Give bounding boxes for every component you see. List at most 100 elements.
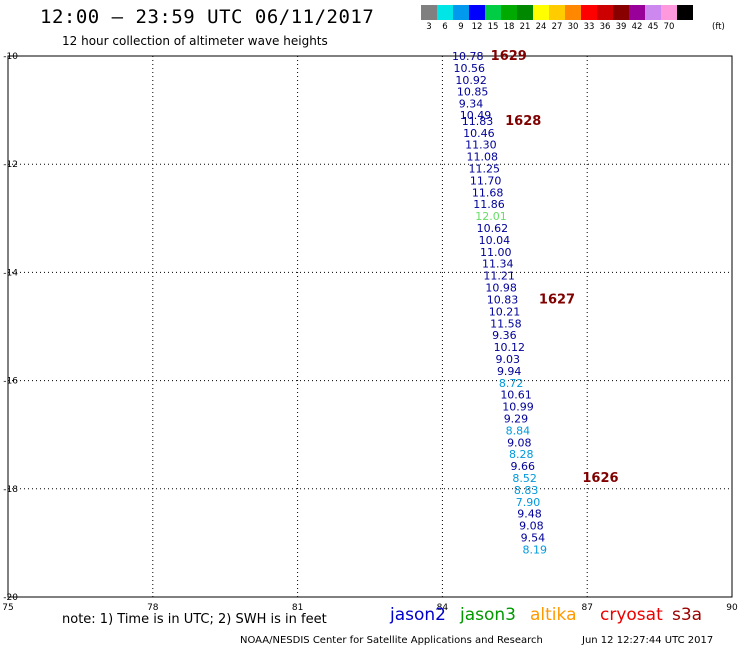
legend-swatch	[501, 5, 517, 20]
x-tick-label: 90	[726, 603, 738, 613]
pass-number-label: 1629	[491, 49, 527, 64]
legend-swatch	[645, 5, 661, 20]
pass-number-label: 1626	[582, 471, 618, 486]
wave-height-label: 11.25	[468, 163, 500, 176]
wave-height-label: 10.78	[452, 50, 484, 63]
wave-height-label: 10.61	[500, 389, 532, 402]
legend-swatch	[629, 5, 645, 20]
legend-tick-label: 12	[471, 22, 483, 32]
wave-height-label: 10.92	[455, 74, 487, 87]
wave-height-label: 9.66	[510, 460, 535, 473]
wave-height-label: 9.34	[459, 98, 484, 111]
chart-subtitle: 12 hour collection of altimeter wave hei…	[62, 34, 328, 48]
y-tick-label: -12	[3, 160, 18, 170]
wave-height-label: 11.00	[480, 246, 512, 259]
wave-height-label: 11.08	[467, 151, 499, 164]
legend-tick-label: 9	[458, 22, 464, 32]
wave-height-label: 11.21	[483, 270, 514, 283]
wave-height-label: 10.04	[479, 234, 511, 247]
wave-height-label: 11.30	[465, 139, 497, 152]
legend-tick-label: 18	[503, 22, 515, 32]
wave-height-label: 10.98	[485, 282, 516, 295]
legend-swatch	[469, 5, 485, 20]
satellite-cryosat: cryosat	[600, 605, 663, 625]
chart-title: 12:00 – 23:59 UTC 06/11/2017	[40, 6, 375, 28]
wave-height-label: 11.70	[470, 174, 502, 187]
wave-height-label: 9.29	[504, 412, 529, 425]
wave-height-label: 10.85	[457, 86, 489, 99]
color-legend-labels: 3 6 9 12 15 18 21 24 27 30 33 36 39 42 45 70	[421, 22, 693, 32]
legend-swatch	[549, 5, 565, 20]
legend-swatch	[677, 5, 693, 20]
y-tick-label: -10	[3, 52, 18, 62]
legend-tick-label: 6	[442, 22, 448, 32]
wave-height-label: 9.08	[519, 520, 544, 533]
wave-height-label: 12.01	[475, 210, 507, 223]
color-legend-bar	[421, 5, 693, 20]
legend-tick-label: 15	[487, 22, 499, 32]
legend-swatch	[613, 5, 629, 20]
legend-swatch	[597, 5, 613, 20]
wave-height-label: 9.36	[492, 329, 516, 342]
wave-height-label: 11.58	[490, 317, 521, 330]
y-tick-label: -18	[3, 485, 18, 495]
x-tick-label: 81	[292, 603, 303, 613]
legend-tick-label: 24	[535, 22, 547, 32]
legend-swatch	[581, 5, 597, 20]
wave-height-label: 9.08	[507, 436, 532, 449]
wave-height-label: 11.83	[462, 115, 494, 128]
legend-tick-label: 33	[583, 22, 595, 32]
satellite-jason3: jason3	[460, 605, 516, 625]
y-tick-label: -20	[3, 593, 18, 603]
legend-tick-label: 30	[567, 22, 579, 32]
wave-height-label: 9.94	[497, 365, 522, 378]
legend-swatch	[437, 5, 453, 20]
generation-timestamp: Jun 12 12:27:44 UTC 2017	[582, 635, 714, 646]
x-tick-label: 75	[2, 603, 13, 613]
pass-number-label: 1628	[505, 114, 541, 129]
legend-swatch	[421, 5, 437, 20]
x-tick-label: 87	[581, 603, 592, 613]
wave-height-label: 10.49	[460, 109, 492, 122]
wave-height-label: 10.62	[477, 222, 509, 235]
wave-height-label: 8.83	[514, 484, 539, 497]
legend-tick-label: 45	[647, 22, 659, 32]
wave-height-label: 11.34	[482, 258, 513, 271]
legend-tick-label: 42	[631, 22, 643, 32]
legend-tick-label: 39	[615, 22, 627, 32]
wave-height-label: 9.48	[517, 508, 542, 521]
legend-swatch	[661, 5, 677, 20]
satellite-altika: altika	[530, 605, 577, 625]
footer-note: note: 1) Time is in UTC; 2) SWH is in fe…	[62, 612, 327, 627]
wave-height-label: 8.52	[512, 472, 537, 485]
wave-height-label: 9.54	[521, 531, 546, 544]
pass-number-label: 1627	[539, 292, 575, 307]
legend-tick-label: 36	[599, 22, 611, 32]
legend-swatch	[565, 5, 581, 20]
wave-height-label: 11.68	[472, 186, 504, 199]
legend-swatch	[517, 5, 533, 20]
wave-height-label: 8.28	[509, 448, 534, 461]
wave-height-label: 10.21	[489, 305, 520, 318]
wave-height-label: 8.84	[506, 424, 531, 437]
legend-tick-label: 3	[426, 22, 432, 32]
wave-height-label: 10.12	[494, 341, 525, 354]
x-tick-label: 84	[437, 603, 449, 613]
wave-height-label: 7.90	[516, 496, 541, 509]
wave-height-label: 11.86	[473, 198, 505, 211]
legend-tick-label: 27	[551, 22, 563, 32]
wave-height-label: 10.56	[454, 62, 486, 75]
wave-height-label: 9.03	[495, 353, 520, 366]
legend-tick-label: 21	[519, 22, 531, 32]
wave-height-label: 10.99	[502, 401, 534, 414]
legend-unit: (ft)	[712, 22, 725, 32]
legend-swatch	[485, 5, 501, 20]
plot-frame	[7, 55, 733, 598]
satellite-s3a: s3a	[672, 605, 703, 625]
x-tick-label: 78	[147, 603, 159, 613]
wave-height-label: 10.46	[463, 127, 495, 140]
y-tick-label: -16	[3, 377, 18, 387]
legend-swatch	[453, 5, 469, 20]
satellite-jason2: jason2	[390, 605, 446, 625]
